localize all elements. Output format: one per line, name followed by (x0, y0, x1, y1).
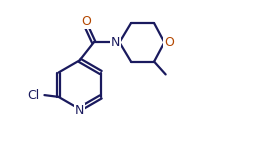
Text: N: N (111, 36, 120, 49)
Text: N: N (75, 104, 84, 117)
Text: O: O (164, 36, 174, 49)
Text: Cl: Cl (27, 89, 39, 102)
Text: O: O (81, 15, 91, 28)
